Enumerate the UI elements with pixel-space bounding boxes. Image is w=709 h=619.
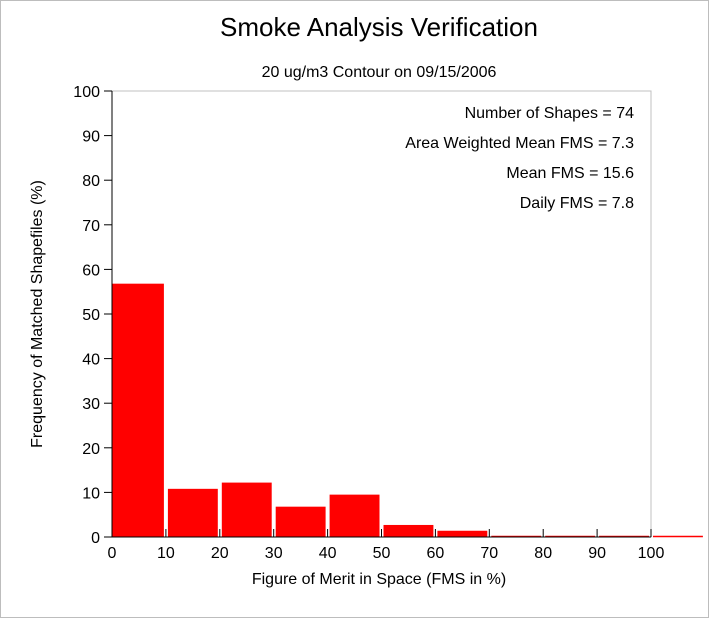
chart-subtitle: 20 ug/m3 Contour on 09/15/2006 bbox=[262, 64, 497, 81]
histogram-bar bbox=[275, 506, 326, 537]
histogram-bar bbox=[112, 283, 164, 537]
stats-annotations: Number of Shapes = 74 Area Weighted Mean … bbox=[405, 105, 634, 212]
x-tick-label: 100 bbox=[638, 545, 665, 562]
histogram-bar bbox=[329, 494, 380, 537]
y-axis-label: Frequency of Matched Shapefiles (%) bbox=[29, 180, 46, 448]
x-axis: 0 10 20 30 40 50 60 70 80 90 100 bbox=[108, 529, 665, 562]
x-tick-label: 0 bbox=[108, 545, 117, 562]
y-tick-label: 30 bbox=[82, 396, 100, 413]
y-tick-label: 0 bbox=[91, 530, 100, 547]
x-tick-label: 70 bbox=[480, 545, 498, 562]
y-tick-label: 20 bbox=[82, 441, 100, 458]
histogram-bar bbox=[383, 524, 434, 537]
x-tick-label: 40 bbox=[319, 545, 337, 562]
stat-annotation: Mean FMS = 15.6 bbox=[506, 165, 634, 182]
x-tick-label: 90 bbox=[588, 545, 606, 562]
y-axis: 0 10 20 30 40 50 60 70 80 90 100 bbox=[73, 84, 113, 547]
x-tick-label: 60 bbox=[427, 545, 445, 562]
x-tick-label: 20 bbox=[211, 545, 229, 562]
stat-annotation: Daily FMS = 7.8 bbox=[520, 195, 634, 212]
histogram-bar bbox=[437, 530, 488, 537]
y-tick-label: 60 bbox=[82, 262, 100, 279]
x-tick-label: 80 bbox=[534, 545, 552, 562]
x-tick-label: 50 bbox=[373, 545, 391, 562]
y-tick-label: 10 bbox=[82, 485, 100, 502]
histogram-bar bbox=[221, 482, 272, 537]
stat-annotation: Number of Shapes = 74 bbox=[465, 105, 635, 122]
chart-title: Smoke Analysis Verification bbox=[220, 12, 538, 42]
x-tick-label: 10 bbox=[157, 545, 175, 562]
y-tick-label: 50 bbox=[82, 307, 100, 324]
y-tick-label: 70 bbox=[82, 218, 100, 235]
x-axis-label: Figure of Merit in Space (FMS in %) bbox=[252, 571, 506, 588]
x-tick-label: 30 bbox=[265, 545, 283, 562]
y-tick-label: 100 bbox=[73, 84, 100, 101]
stat-annotation: Area Weighted Mean FMS = 7.3 bbox=[405, 135, 634, 152]
histogram-bar bbox=[167, 488, 218, 537]
y-tick-label: 90 bbox=[82, 129, 100, 146]
y-tick-label: 40 bbox=[82, 352, 100, 369]
bars-layer bbox=[112, 283, 703, 538]
y-tick-label: 80 bbox=[82, 173, 100, 190]
plot-frame bbox=[111, 90, 652, 538]
